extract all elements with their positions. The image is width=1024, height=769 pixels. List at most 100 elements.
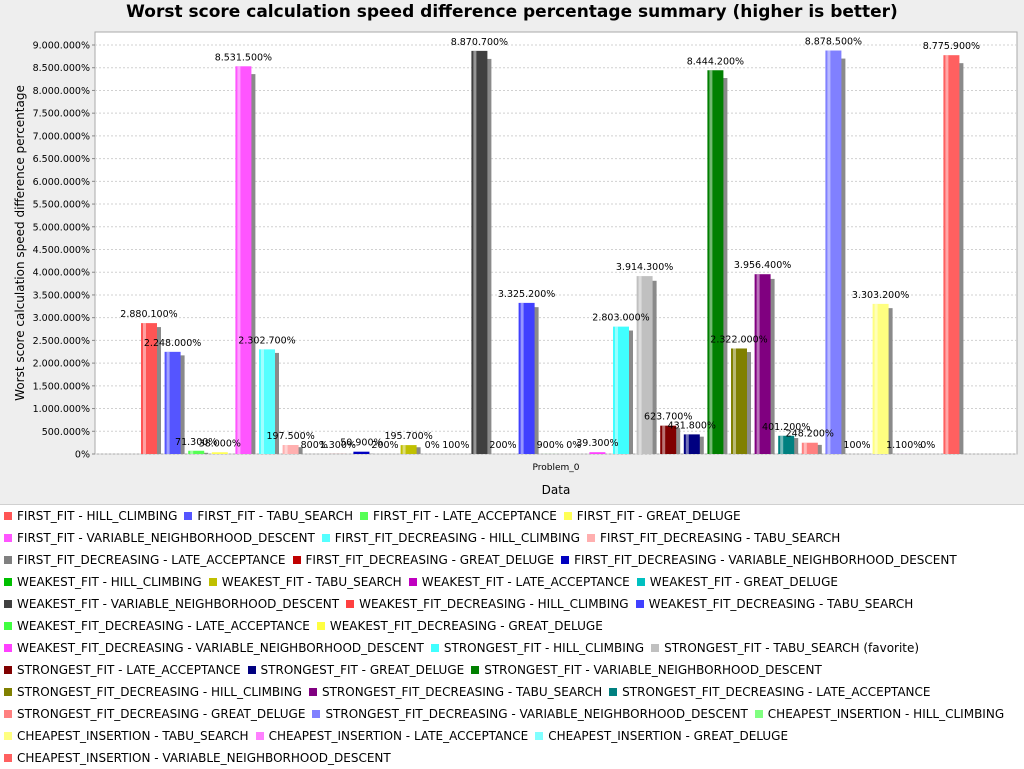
- legend-swatch: [651, 644, 659, 652]
- bar: [353, 452, 369, 454]
- bar-value-label: 2.248.000%: [144, 338, 201, 349]
- y-tick-label: 6.000.000%: [33, 177, 90, 188]
- legend-swatch: [4, 534, 12, 542]
- bar-value-label: 2.322.000%: [710, 334, 767, 345]
- bar-value-label: 8.531.500%: [215, 52, 272, 63]
- legend-item: CHEAPEST_INSERTION - TABU_SEARCH: [4, 729, 249, 743]
- bar: [212, 452, 228, 454]
- bar-value-label: 3.914.300%: [616, 262, 673, 273]
- bar-highlight: [804, 443, 807, 454]
- bar-highlight: [757, 274, 760, 454]
- legend-label: STRONGEST_FIT - VARIABLE_NEIGHBORHOOD_DE…: [484, 663, 822, 677]
- legend-swatch: [4, 666, 12, 674]
- bar: [589, 452, 605, 454]
- legend-row: FIRST_FIT - VARIABLE_NEIGHBORHOOD_DESCEN…: [4, 527, 847, 549]
- legend-swatch: [248, 666, 256, 674]
- y-tick-label: 1.500.000%: [33, 381, 90, 392]
- legend-swatch: [317, 622, 325, 630]
- y-tick-label: 6.500.000%: [33, 154, 90, 165]
- bar-value-label: 38.000%: [199, 438, 241, 449]
- y-tick-label: 500.000%: [42, 427, 90, 438]
- legend-label: WEAKEST_FIT_DECREASING - VARIABLE_NEIGHB…: [17, 641, 424, 655]
- legend-row: CHEAPEST_INSERTION - VARIABLE_NEIGHBORHO…: [4, 747, 398, 769]
- legend-item: CHEAPEST_INSERTION - HILL_CLIMBING: [755, 707, 1004, 721]
- legend-label: STRONGEST_FIT - HILL_CLIMBING: [444, 641, 644, 655]
- bar-highlight: [167, 352, 170, 454]
- legend-swatch: [4, 644, 12, 652]
- legend-row: STRONGEST_FIT_DECREASING - HILL_CLIMBING…: [4, 681, 937, 703]
- legend-item: FIRST_FIT - VARIABLE_NEIGHBORHOOD_DESCEN…: [4, 531, 315, 545]
- legend-item: WEAKEST_FIT_DECREASING - LATE_ACCEPTANCE: [4, 619, 310, 633]
- y-tick-label: 8.500.000%: [33, 63, 90, 74]
- y-tick-label: 4.500.000%: [33, 245, 90, 256]
- y-axis-title: Worst score calculation speed difference…: [13, 85, 27, 401]
- y-tick-label: 4.000.000%: [33, 268, 90, 279]
- legend-row: WEAKEST_FIT_DECREASING - VARIABLE_NEIGHB…: [4, 637, 926, 659]
- bar-value-label: 100%: [843, 440, 870, 451]
- legend-label: STRONGEST_FIT_DECREASING - LATE_ACCEPTAN…: [622, 685, 930, 699]
- y-tick-label: 5.000.000%: [33, 222, 90, 233]
- y-tick-label: 7.500.000%: [33, 109, 90, 120]
- legend-item: WEAKEST_FIT - GREAT_DELUGE: [637, 575, 838, 589]
- legend-label: STRONGEST_FIT_DECREASING - HILL_CLIMBING: [17, 685, 302, 699]
- bar-value-label: 3.956.400%: [734, 260, 791, 271]
- legend-item: WEAKEST_FIT - LATE_ACCEPTANCE: [409, 575, 630, 589]
- legend-swatch: [4, 688, 12, 696]
- legend-item: STRONGEST_FIT - GREAT_DELUGE: [248, 663, 465, 677]
- bar-value-label: 200%: [489, 440, 516, 451]
- legend-item: WEAKEST_FIT_DECREASING - VARIABLE_NEIGHB…: [4, 641, 424, 655]
- legend-item: WEAKEST_FIT_DECREASING - HILL_CLIMBING: [346, 597, 628, 611]
- bar-value-label: 8.870.700%: [451, 37, 508, 48]
- legend-swatch: [293, 556, 301, 564]
- legend-row: FIRST_FIT_DECREASING - LATE_ACCEPTANCE FI…: [4, 549, 964, 571]
- bar-value-label: 2.803.000%: [592, 313, 649, 324]
- x-category-label: Problem_0: [532, 463, 579, 473]
- legend-swatch: [609, 688, 617, 696]
- legend-swatch: [184, 512, 192, 520]
- legend-swatch: [256, 732, 264, 740]
- legend-item: STRONGEST_FIT_DECREASING - VARIABLE_NEIG…: [312, 707, 747, 721]
- legend-label: FIRST_FIT - HILL_CLIMBING: [17, 509, 177, 523]
- y-axis-ticks: 0%500.000%1.000.000%1.500.000%2.000.000%…: [33, 41, 95, 461]
- y-tick-label: 1.000.000%: [33, 404, 90, 415]
- bar-value-label: 3.325.200%: [498, 289, 555, 300]
- legend-item: FIRST_FIT_DECREASING - GREAT_DELUGE: [293, 553, 555, 567]
- bar-highlight: [261, 349, 264, 454]
- legend-swatch: [636, 600, 644, 608]
- bar-highlight: [827, 51, 830, 454]
- legend-label: WEAKEST_FIT_DECREASING - TABU_SEARCH: [649, 597, 914, 611]
- bar-value-label: 39.300%: [576, 438, 618, 449]
- y-tick-label: 2.500.000%: [33, 336, 90, 347]
- legend-row: STRONGEST_FIT_DECREASING - GREAT_DELUGE S…: [4, 703, 1011, 725]
- legend-item: WEAKEST_FIT - HILL_CLIMBING: [4, 575, 202, 589]
- legend-item: STRONGEST_FIT_DECREASING - GREAT_DELUGE: [4, 707, 305, 721]
- bar-highlight: [780, 436, 783, 454]
- legend-swatch: [564, 512, 572, 520]
- legend-swatch: [4, 754, 12, 762]
- y-tick-label: 3.000.000%: [33, 313, 90, 324]
- bar-highlight: [733, 348, 736, 454]
- legend-item: CHEAPEST_INSERTION - VARIABLE_NEIGHBORHO…: [4, 751, 391, 765]
- bar-value-label: 2.880.100%: [120, 309, 177, 320]
- legend-item: STRONGEST_FIT - HILL_CLIMBING: [431, 641, 644, 655]
- legend-label: WEAKEST_FIT - LATE_ACCEPTANCE: [422, 575, 630, 589]
- legend-item: FIRST_FIT - LATE_ACCEPTANCE: [360, 509, 557, 523]
- legend-label: FIRST_FIT - GREAT_DELUGE: [577, 509, 741, 523]
- bar-value-label: 431.800%: [668, 420, 716, 431]
- bar-highlight: [403, 445, 406, 454]
- legend-label: STRONGEST_FIT - GREAT_DELUGE: [261, 663, 465, 677]
- bar-highlight: [237, 66, 240, 454]
- bar-highlight: [709, 70, 712, 454]
- legend-swatch: [4, 710, 12, 718]
- bar-value-label: 8.775.900%: [923, 41, 980, 52]
- legend-label: FIRST_FIT_DECREASING - LATE_ACCEPTANCE: [17, 553, 286, 567]
- legend-swatch: [587, 534, 595, 542]
- legend-swatch: [561, 556, 569, 564]
- y-tick-label: 8.000.000%: [33, 86, 90, 97]
- bar-value-label: 3.303.200%: [852, 290, 909, 301]
- legend-swatch: [346, 600, 354, 608]
- legend-label: FIRST_FIT - LATE_ACCEPTANCE: [373, 509, 557, 523]
- legend-item: STRONGEST_FIT_DECREASING - TABU_SEARCH: [309, 685, 602, 699]
